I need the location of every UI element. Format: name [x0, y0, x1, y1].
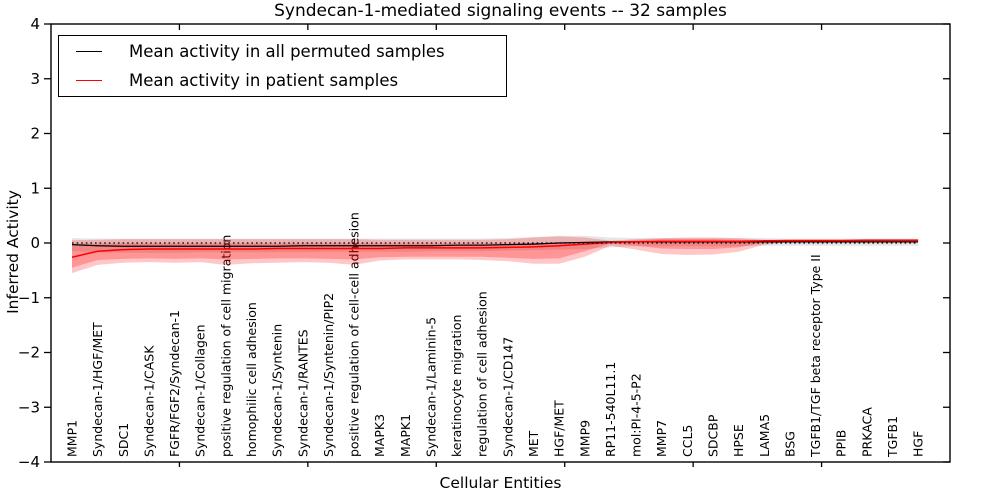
y-tick-label: 1 [30, 179, 40, 197]
category-label: PRKACA [859, 407, 874, 457]
category-label: homophilic cell adhesion [244, 302, 259, 457]
category-label: Syndecan-1/Syntenin [270, 324, 285, 457]
y-tick-label: −2 [18, 344, 40, 362]
legend-label-patient: Mean activity in patient samples [129, 71, 399, 91]
category-label: PPIB [834, 430, 849, 457]
category-label: mol:PI-4-5-P2 [629, 373, 644, 457]
legend-item-permuted: Mean activity in all permuted samples [59, 37, 506, 65]
category-label: MAPK1 [398, 414, 413, 457]
series-line-0 [71, 241, 919, 247]
category-label: positive regulation of cell-cell adhesio… [347, 212, 362, 457]
category-label: RP11-540L11.1 [603, 362, 618, 457]
y-tick-label: 0 [30, 234, 40, 252]
category-label: positive regulation of cell migration [218, 235, 233, 457]
category-label: SDC1 [116, 423, 131, 457]
legend-line-patient-swatch [76, 80, 102, 82]
category-label: Syndecan-1/CD147 [500, 337, 515, 457]
category-label: CCL5 [680, 425, 695, 457]
category-label: BSG [782, 431, 797, 457]
category-label: Syndecan-1/Laminin-5 [423, 317, 438, 457]
y-tick-label: −4 [18, 453, 40, 471]
legend: Mean activity in all permuted samples Me… [58, 35, 507, 97]
category-label: HGF/MET [552, 400, 567, 457]
category-label: HPSE [731, 424, 746, 457]
category-label: Syndecan-1/CASK [141, 345, 156, 457]
category-label: MMP9 [577, 420, 592, 457]
x-axis-label: Cellular Entities [439, 474, 562, 492]
category-label: TGFB1 [885, 416, 900, 458]
y-tick-label: 2 [30, 125, 40, 143]
category-label: MMP1 [65, 420, 80, 457]
category-label: LAMA5 [757, 414, 772, 457]
category-label: MMP7 [654, 420, 669, 457]
chart-title: Syndecan-1-mediated signaling events -- … [274, 1, 727, 21]
category-label: Syndecan-1/RANTES [295, 329, 310, 457]
category-label: keratinocyte migration [449, 315, 464, 457]
category-label: Syndecan-1/Syntenin/PIP2 [321, 293, 336, 457]
category-label: MET [526, 430, 541, 457]
y-tick-label: 4 [30, 15, 40, 33]
category-label: regulation of cell adhesion [475, 291, 490, 457]
category-label: HGF [911, 431, 926, 457]
legend-line-permuted-swatch [76, 50, 102, 52]
category-label: Syndecan-1/Collagen [193, 324, 208, 457]
category-label: SDCBP [705, 414, 720, 457]
category-label: TGFB1/TGF beta receptor Type II [808, 254, 823, 458]
category-label: MAPK3 [372, 414, 387, 457]
legend-item-patient: Mean activity in patient samples [59, 67, 506, 95]
y-tick-label: 3 [30, 70, 40, 88]
series-line-1 [71, 239, 919, 258]
category-label: FGFR/FGF2/Syndecan-1 [167, 310, 182, 457]
legend-label-permuted: Mean activity in all permuted samples [129, 41, 445, 61]
y-tick-label: −3 [18, 398, 40, 416]
y-tick-label: −1 [18, 289, 40, 307]
category-label: Syndecan-1/HGF/MET [90, 322, 105, 457]
